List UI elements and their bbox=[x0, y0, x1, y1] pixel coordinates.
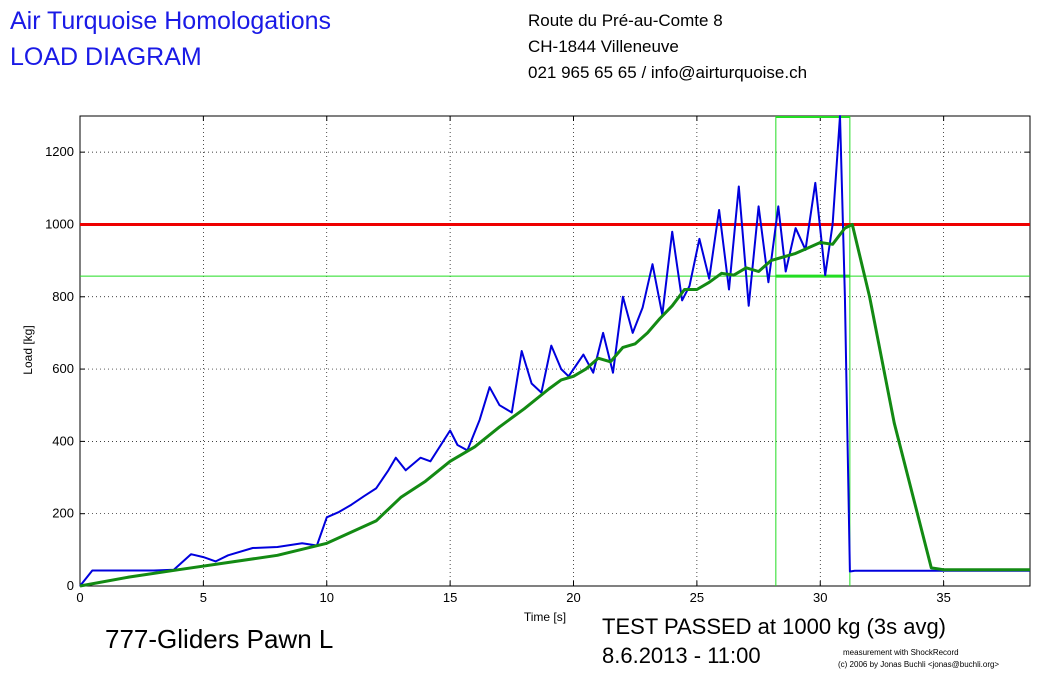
x-tick-label: 25 bbox=[690, 590, 704, 605]
test-result: TEST PASSED at 1000 kg (3s avg) bbox=[602, 614, 947, 639]
x-tick-label: 30 bbox=[813, 590, 827, 605]
x-tick-label: 10 bbox=[320, 590, 334, 605]
glider-name: 777-Gliders Pawn L bbox=[105, 624, 334, 654]
series bbox=[79, 115, 1030, 588]
axes bbox=[79, 115, 1031, 587]
x-tick-label: 15 bbox=[443, 590, 457, 605]
diagram-subtitle: LOAD DIAGRAM bbox=[10, 43, 202, 71]
y-tick-label: 400 bbox=[52, 433, 74, 448]
x-axis-label: Time [s] bbox=[524, 610, 566, 624]
address-city: CH-1844 Villeneuve bbox=[528, 37, 679, 56]
y-tick-label: 0 bbox=[67, 578, 74, 593]
series-line-avg bbox=[79, 223, 1030, 588]
x-tick-label: 20 bbox=[566, 590, 580, 605]
y-tick-label: 200 bbox=[52, 506, 74, 521]
tick-labels: 0 5 10 15 20 25 30 35 0 200 400 600 800 1000 1200 bbox=[45, 144, 951, 605]
x-tick-label: 0 bbox=[76, 590, 83, 605]
credit-line-2: (c) 2006 by Jonas Buchli <jonas@buchli.o… bbox=[838, 660, 1000, 669]
series-line-raw bbox=[79, 115, 1030, 587]
y-axis-label: Load [kg] bbox=[21, 325, 35, 374]
plot-frame bbox=[79, 115, 1031, 587]
grid bbox=[80, 116, 1030, 586]
y-tick-label: 1200 bbox=[45, 144, 74, 159]
x-tick-label: 35 bbox=[936, 590, 950, 605]
y-tick-label: 600 bbox=[52, 361, 74, 376]
address-contact: 021 965 65 65 / info@airturquoise.ch bbox=[528, 63, 808, 82]
credit-line-1: measurement with ShockRecord bbox=[843, 648, 959, 657]
report-title: Air Turquoise Homologations bbox=[10, 7, 331, 35]
test-date: 8.6.2013 - 11:00 bbox=[602, 643, 761, 668]
x-tick-label: 5 bbox=[200, 590, 207, 605]
address-street: Route du Pré-au-Comte 8 bbox=[528, 11, 723, 30]
y-tick-label: 1000 bbox=[45, 216, 74, 231]
y-tick-label: 800 bbox=[52, 289, 74, 304]
